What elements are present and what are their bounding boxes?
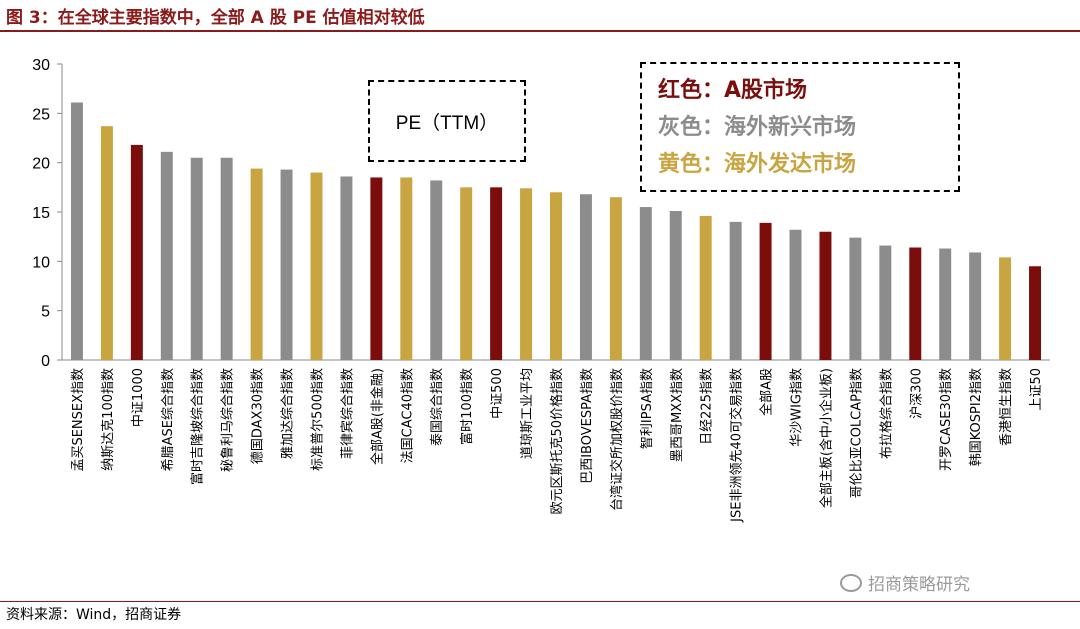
x-tick-label: 泰国综合指数 xyxy=(430,368,445,446)
x-tick-label: 智利IPSA指数 xyxy=(640,368,655,449)
x-tick-label: 华沙WIG指数 xyxy=(790,368,805,447)
x-tick-label: 希腊ASE综合指数 xyxy=(161,368,176,471)
x-tick-label: 布拉格综合指数 xyxy=(878,368,894,459)
x-tick-label: 道琼斯工业平均 xyxy=(520,368,535,459)
bar xyxy=(789,229,802,360)
pe-annotation-box: PE（TTM） xyxy=(368,80,526,162)
bar xyxy=(550,192,562,360)
bar xyxy=(160,151,173,360)
x-tick-label: 香港恒生指数 xyxy=(999,368,1014,446)
footer-rule xyxy=(0,601,1080,602)
x-tick-label: 全部主板(含中小企业板) xyxy=(818,368,834,508)
bar xyxy=(759,222,772,360)
x-tick-label: 开罗CASE30指数 xyxy=(939,368,954,471)
wechat-icon xyxy=(840,573,862,592)
x-tick-label: 德国DAX30指数 xyxy=(251,368,266,464)
legend: 红色：A股市场 灰色：海外新兴市场 黄色：海外发达市场 xyxy=(640,62,960,192)
bar xyxy=(250,168,263,360)
bar xyxy=(70,102,83,360)
bar xyxy=(520,188,533,360)
source-note: 资料来源：Wind，招商证券 xyxy=(6,607,182,623)
title-rule xyxy=(0,30,1080,32)
x-tick-label: 沪深300 xyxy=(908,368,924,419)
y-tick-label: 0 xyxy=(41,353,50,370)
x-tick-label: 法国CAC40指数 xyxy=(400,368,415,463)
y-tick-label: 25 xyxy=(32,106,50,123)
bar xyxy=(100,126,113,360)
x-tick-label: 中证1000 xyxy=(131,368,146,427)
x-tick-label: 富时吉隆坡综合指数 xyxy=(190,368,206,485)
figure-title: 图 3：在全球主要指数中，全部 A 股 PE 估值相对较低 xyxy=(6,8,425,28)
bar-chart: 0 5 10 15 20 25 30 孟买SENSEX指数 纳斯达克100指数 中证1000 希腊A… xyxy=(32,57,1050,523)
x-tick-label: JSE非洲领先40可交易指数 xyxy=(729,368,745,523)
bar xyxy=(999,257,1012,360)
x-tick-label: 雅加达综合指数 xyxy=(281,368,296,459)
watermark: 招商策略研究 xyxy=(840,570,970,595)
x-tick-label: 日经225指数 xyxy=(700,368,715,445)
bar xyxy=(490,187,503,360)
bar xyxy=(639,207,652,360)
bar xyxy=(819,231,832,360)
x-tick-label: 墨西哥MXX指数 xyxy=(670,368,685,462)
legend-item-developed: 黄色：海外发达市场 xyxy=(658,152,857,177)
bar xyxy=(669,211,682,360)
x-tick-label: 富时100指数 xyxy=(459,368,475,445)
y-tick-label: 15 xyxy=(32,205,50,222)
bar xyxy=(579,194,592,360)
bar xyxy=(699,215,712,360)
x-tick-label: 纳斯达克100指数 xyxy=(101,368,116,471)
bar xyxy=(879,245,892,360)
legend-item-a-share: 红色：A股市场 xyxy=(658,78,808,103)
y-tick-label: 20 xyxy=(32,156,50,173)
bar xyxy=(849,237,862,360)
bar xyxy=(370,177,383,360)
bar xyxy=(909,247,922,360)
legend-item-emerging: 灰色：海外新兴市场 xyxy=(658,115,857,140)
y-tick-label: 30 xyxy=(32,57,50,74)
x-tick-label: 孟买SENSEX指数 xyxy=(71,368,86,472)
bar xyxy=(729,221,742,360)
watermark-text: 招商策略研究 xyxy=(868,575,970,595)
bar xyxy=(969,252,982,360)
y-tick-label: 5 xyxy=(41,304,50,321)
bar xyxy=(340,176,353,360)
x-tick-label: 全部A股 xyxy=(759,368,775,416)
bar xyxy=(130,144,143,360)
pe-annotation-label: PE（TTM） xyxy=(395,112,499,134)
x-tick-label: 菲律宾综合指数 xyxy=(339,368,355,459)
bar xyxy=(220,157,233,360)
x-tick-label: 巴西IBOVESPA指数 xyxy=(580,368,595,484)
x-tick-label: 欧元区斯托克50价格指数 xyxy=(549,368,565,515)
bar xyxy=(609,197,622,360)
x-tick-label: 中证500 xyxy=(490,368,505,419)
x-tick-label: 标准普尔500指数 xyxy=(310,368,325,471)
bar xyxy=(460,187,473,360)
bar xyxy=(400,177,413,360)
x-tick-label: 韩国KOSPI2指数 xyxy=(969,368,984,466)
x-tick-label: 秘鲁利马综合指数 xyxy=(221,368,236,472)
x-tick-label: 全部A股(非金融) xyxy=(369,368,385,465)
x-tick-label: 上证50 xyxy=(1029,368,1044,411)
bar xyxy=(310,172,323,360)
x-tick-label: 哥伦比亚COLCAP指数 xyxy=(849,368,864,498)
bar xyxy=(430,180,443,360)
bar xyxy=(1029,266,1042,360)
x-tick-label: 台湾证交所加权股价指数 xyxy=(609,368,625,511)
bar xyxy=(280,169,293,360)
bar xyxy=(190,157,203,360)
y-tick-label: 10 xyxy=(32,254,50,271)
bar xyxy=(939,248,952,360)
